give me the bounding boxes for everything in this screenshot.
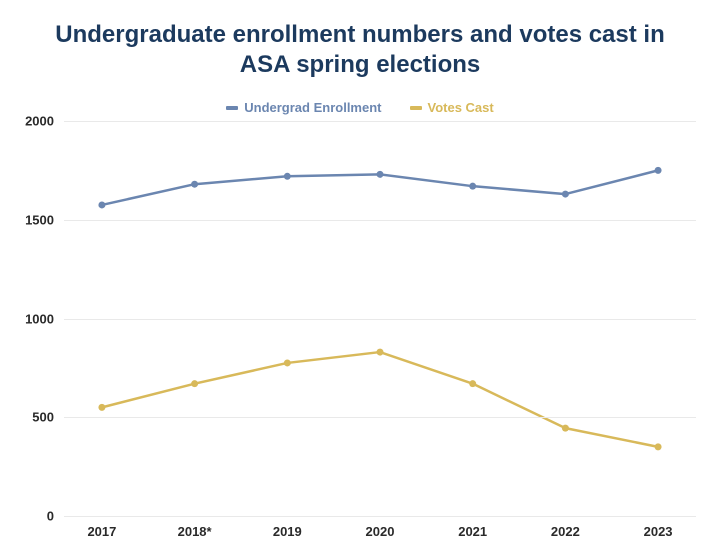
x-axis-tick: 2020 bbox=[366, 516, 395, 539]
y-axis-tick: 1500 bbox=[25, 212, 64, 227]
series-marker bbox=[284, 359, 291, 366]
legend-item-enrollment: Undergrad Enrollment bbox=[226, 100, 381, 115]
legend-item-votes: Votes Cast bbox=[410, 100, 494, 115]
y-axis-tick: 500 bbox=[32, 410, 64, 425]
gridline bbox=[64, 417, 696, 418]
series-marker bbox=[98, 404, 105, 411]
gridline bbox=[64, 220, 696, 221]
x-axis-tick: 2021 bbox=[458, 516, 487, 539]
y-axis-tick: 1000 bbox=[25, 311, 64, 326]
x-axis-tick: 2023 bbox=[644, 516, 673, 539]
chart-container: Undergraduate enrollment numbers and vot… bbox=[0, 0, 720, 540]
x-axis-tick: 2017 bbox=[87, 516, 116, 539]
series-marker bbox=[655, 167, 662, 174]
x-axis-tick: 2019 bbox=[273, 516, 302, 539]
legend-label-enrollment: Undergrad Enrollment bbox=[244, 100, 381, 115]
legend-label-votes: Votes Cast bbox=[428, 100, 494, 115]
x-axis-tick: 2022 bbox=[551, 516, 580, 539]
legend-swatch-votes bbox=[410, 106, 422, 110]
series-marker bbox=[469, 183, 476, 190]
chart-plot: 050010001500200020172018*201920202021202… bbox=[64, 121, 696, 516]
series-marker bbox=[98, 201, 105, 208]
series-marker bbox=[377, 349, 384, 356]
y-axis-tick: 0 bbox=[47, 509, 64, 524]
series-marker bbox=[655, 443, 662, 450]
chart-plot-wrap: 050010001500200020172018*201920202021202… bbox=[0, 121, 720, 540]
series-marker bbox=[562, 191, 569, 198]
series-marker bbox=[284, 173, 291, 180]
gridline bbox=[64, 319, 696, 320]
series-marker bbox=[191, 181, 198, 188]
series-marker bbox=[377, 171, 384, 178]
series-marker bbox=[469, 380, 476, 387]
legend: Undergrad Enrollment Votes Cast bbox=[0, 88, 720, 121]
series-marker bbox=[191, 380, 198, 387]
x-axis-tick: 2018* bbox=[178, 516, 212, 539]
legend-swatch-enrollment bbox=[226, 106, 238, 110]
series-marker bbox=[562, 425, 569, 432]
series-line bbox=[102, 352, 658, 447]
gridline bbox=[64, 121, 696, 122]
chart-title: Undergraduate enrollment numbers and vot… bbox=[0, 0, 720, 88]
y-axis-tick: 2000 bbox=[25, 114, 64, 129]
